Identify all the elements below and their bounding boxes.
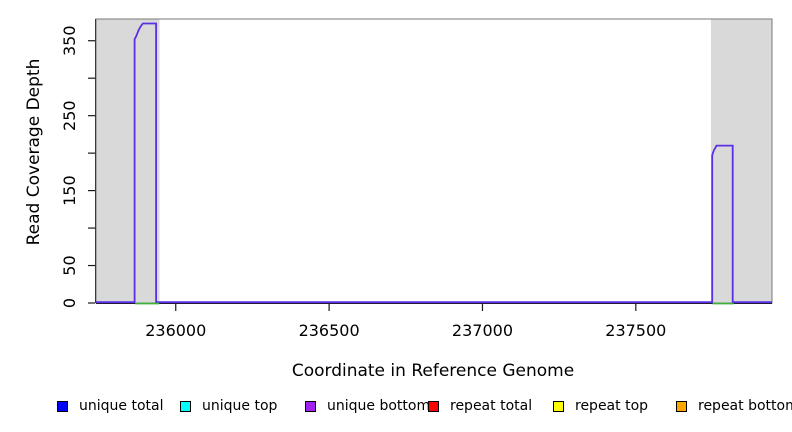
masked-region-left [96,19,160,303]
y-tick-label: 50 [60,255,79,275]
x-tick-label: 236000 [145,321,206,340]
plot-box [95,18,773,304]
x-axis-title: Coordinate in Reference Genome [291,361,575,381]
y-tick-label: 0 [60,298,79,308]
y-tick-label: 150 [60,175,79,206]
y-axis-title: Read Coverage Depth [24,58,44,246]
x-tick-label: 237000 [452,321,513,340]
x-tick-label: 237500 [605,321,666,340]
y-tick-label: 250 [60,100,79,131]
y-tick-label: 350 [60,25,79,56]
x-tick-label: 236500 [299,321,360,340]
coverage-line [96,22,772,304]
masked-region-right [710,19,772,303]
